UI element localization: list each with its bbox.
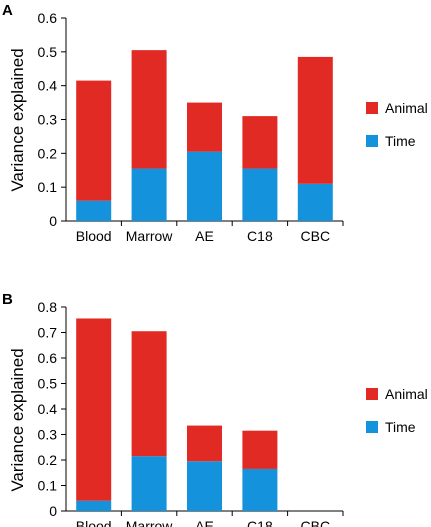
panel-b-ylabel: Variance explained [8,348,27,491]
panel-b-y-tick-label: 0.3 [38,427,58,443]
panel-b-y-tick-label: 0.4 [38,401,58,417]
panel-a-category-label: C18 [247,228,273,244]
panel-a-legend-label-animal: Animal [385,100,428,116]
panel-a-y-tick-label: 0 [49,213,57,229]
panel-b-category-label: Blood [76,518,112,527]
panel-a-y-tick-label: 0.5 [38,44,58,60]
panel-b-bar-animal [187,425,222,462]
panel-a-bar-animal [76,80,112,201]
panel-a-legend-label-time: Time [385,133,416,149]
panel-a-legend-swatch-animal [366,102,378,114]
panel-b-bar-animal [242,430,278,469]
panel-b-y-tick-label: 0.8 [38,299,58,315]
panel-b-bar-animal [131,331,167,457]
panel-b-plot: 0 0.1 0.2 0.3 0.4 0.5 0.6 0.7 0.8 Blood Marrow AE C1… [38,299,344,527]
panel-a-y-tick-label: 0.1 [38,179,58,195]
panel-a-category-label: AE [195,228,214,244]
panel-b-category-label: CBC [301,518,331,527]
panel-b-y-tick-label: 0.6 [38,350,58,366]
panel-b-y-tick-label: 0.2 [38,452,58,468]
panel-a-category-label: Marrow [126,228,174,244]
panel-a-y-tick-label: 0.4 [38,78,58,94]
panel-a-bar-time [297,183,333,221]
panel-a-bar-animal [297,56,333,184]
panel-b-y-tick-label: 0.7 [38,325,58,341]
panel-b-legend-label-time: Time [385,419,416,435]
panel-a-legend: Animal Time [366,100,428,149]
panel-a-letter: A [2,2,13,19]
panel-b-bar-time [131,456,167,511]
panel-a-bar-animal [242,116,278,169]
panel-b-legend-label-animal: Animal [385,386,428,402]
panel-b-legend-swatch-animal [366,388,378,400]
panel-b-y-tick-label: 0.1 [38,478,58,494]
panel-b-bar-time [242,468,278,511]
panel-b-legend-swatch-time [366,421,378,433]
panel-b-category-label: Marrow [126,518,174,527]
panel-a-bar-time [76,200,112,221]
panel-b-y-tick-label: 0 [49,503,57,519]
panel-a-y-tick-label: 0.6 [38,10,58,26]
panel-b: B Variance explained 0 0.1 0.2 0.3 0.4 0.5 0.6… [2,291,428,527]
panel-a-bar-time [187,151,222,221]
panel-a-bar-time [242,168,278,221]
panel-b-category-label: C18 [247,518,273,527]
panel-a-plot: 0 0.1 0.2 0.3 0.4 0.5 0.6 Blood Marrow AE C18 CBC [38,10,344,244]
panel-b-y-tick-label: 0.5 [38,376,58,392]
panel-b-bar-animal [76,318,112,501]
panel-a: A Variance explained 0 0.1 0.2 0.3 0.4 0.5 0.6… [2,2,428,244]
panel-a-y-tick-label: 0.3 [38,112,58,128]
panel-b-legend: Animal Time [366,386,428,435]
panel-a-category-label: Blood [76,228,112,244]
panel-b-bar-time [187,461,222,511]
panel-b-category-label: AE [195,518,214,527]
panel-b-letter: B [2,291,13,308]
panel-a-bar-animal [187,102,222,152]
panel-a-category-label: CBC [301,228,331,244]
panel-a-bar-animal [131,50,167,169]
panel-a-bar-time [131,168,167,221]
panel-a-ylabel: Variance explained [8,48,27,191]
panel-a-legend-swatch-time [366,135,378,147]
panel-a-y-tick-label: 0.2 [38,145,58,161]
panel-b-bar-time [76,500,112,511]
